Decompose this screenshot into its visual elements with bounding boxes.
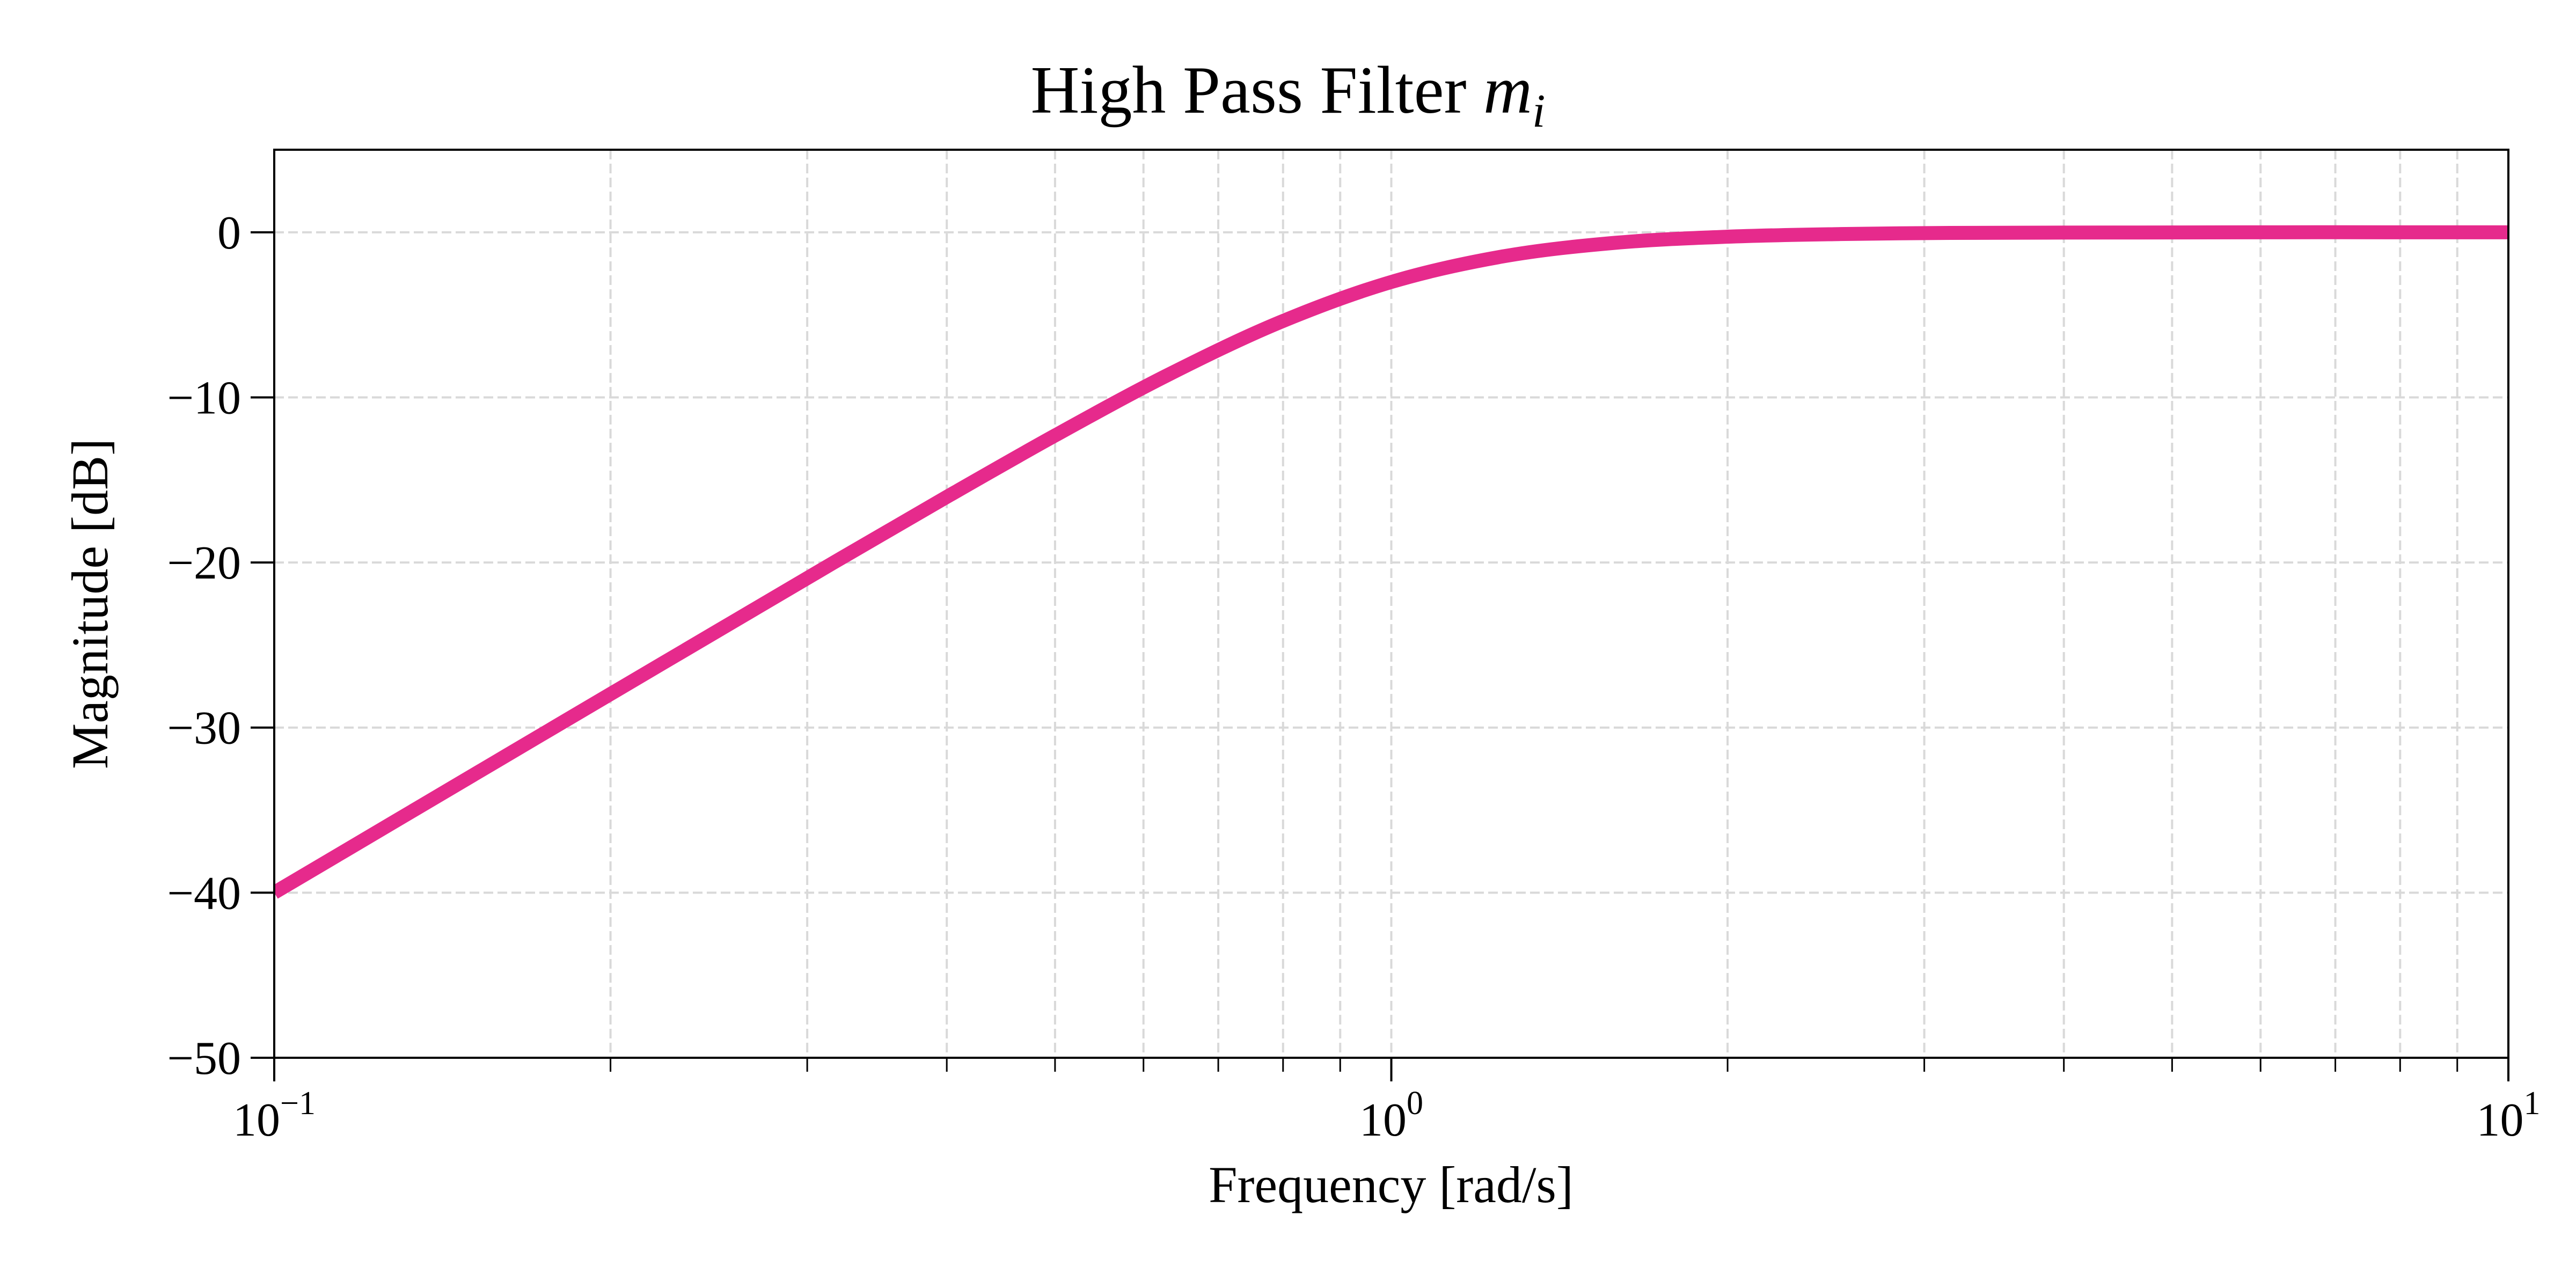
magnitude-line [274, 225, 2508, 899]
x-tick-label-exponent: 1 [2524, 1085, 2541, 1122]
y-axis-label: Magnitude [dB] [61, 438, 119, 769]
x-tick-label: 10−1 [233, 1085, 316, 1146]
grid [274, 150, 2508, 1058]
x-tick-label: 100 [1359, 1085, 1423, 1146]
x-tick-label-base: 10 [233, 1094, 280, 1146]
x-axis-label: Frequency [rad/s] [1209, 1156, 1574, 1213]
x-tick-label-exponent: 0 [1407, 1085, 1423, 1122]
y-tick-label: −50 [167, 1033, 241, 1085]
y-tick-label: −20 [167, 537, 241, 589]
y-tick-label: −10 [167, 372, 241, 424]
x-tick-label: 101 [2477, 1085, 2541, 1146]
x-tick-label-base: 10 [1359, 1094, 1407, 1146]
x-tick-label-exponent: −1 [280, 1085, 316, 1122]
y-tick-label: −40 [167, 867, 241, 919]
title-math: m [1483, 53, 1532, 128]
x-tick-label-base: 10 [2477, 1094, 2524, 1146]
y-tick-label: −30 [167, 702, 241, 755]
series-group [274, 225, 2508, 899]
chart-title: High Pass Filter mi [1030, 53, 1545, 137]
title-math-subscript: i [1532, 85, 1545, 137]
y-tick-label: 0 [217, 207, 241, 259]
